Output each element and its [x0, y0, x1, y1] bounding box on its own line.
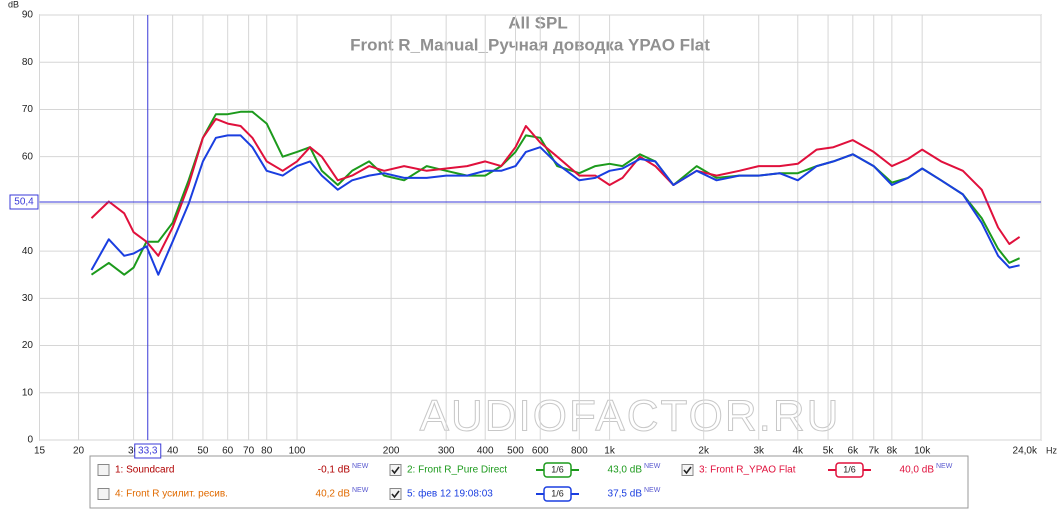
y-tick-label: 70 — [22, 104, 34, 115]
checkbox[interactable] — [389, 488, 402, 500]
cursor-y-box — [9, 194, 39, 210]
x-axis-label: Hz — [1046, 445, 1057, 455]
x-tick-label: 20 — [73, 446, 85, 457]
x-tick-label: 300 — [438, 446, 455, 457]
smoothing-box[interactable] — [543, 486, 572, 502]
smoothing-label: 1/6 — [551, 464, 564, 474]
chart-title: All SPL — [508, 13, 568, 32]
x-tick-label: 100 — [289, 446, 306, 457]
x-tick-label: 60 — [222, 446, 234, 457]
checkmark — [391, 466, 400, 475]
checkmark — [683, 466, 692, 475]
cursor-x-label: 33,3 — [138, 446, 158, 457]
x-tick-label: 200 — [383, 446, 400, 457]
x-tick-label: 80 — [261, 446, 273, 457]
x-tick-label: 5k — [823, 446, 835, 457]
y-tick-label: 10 — [22, 387, 34, 398]
legend-level: -0,1 dB — [318, 465, 351, 476]
y-axis-label: dB — [8, 0, 19, 9]
smoothing-label: 1/6 — [843, 464, 856, 474]
x-tick-label: 24,0k — [1013, 446, 1038, 457]
x-tick-label: 2k — [698, 446, 710, 457]
x-tick-label: 30 — [128, 446, 140, 457]
smoothing-box[interactable] — [543, 462, 572, 478]
x-tick-label: 40 — [167, 446, 179, 457]
legend-label: 1: Soundcard — [115, 465, 175, 476]
series-line — [90, 134, 1020, 276]
x-tick-label: 8k — [887, 446, 899, 457]
legend-tag: NEW — [352, 487, 369, 494]
legend-level: 37,5 dB — [608, 489, 643, 500]
x-tick-label: 4k — [792, 446, 804, 457]
cursor-x-box — [134, 443, 162, 459]
legend-tag: NEW — [936, 463, 953, 470]
y-tick-label: 20 — [22, 340, 34, 351]
x-tick-label: 15 — [34, 446, 46, 457]
legend-level: 40,2 dB — [316, 489, 351, 500]
x-tick-label: 1k — [604, 446, 616, 457]
x-tick-label: 7k — [868, 446, 880, 457]
checkbox[interactable] — [97, 464, 110, 476]
checkbox[interactable] — [389, 464, 402, 476]
legend-label: 5: фев 12 19:08:03 — [407, 488, 493, 500]
y-tick-label: 80 — [22, 57, 34, 68]
x-tick-label: 800 — [571, 446, 588, 457]
watermark: AUDIOFACTOR.RU — [420, 392, 841, 441]
checkbox[interactable] — [681, 464, 694, 476]
chart-subtitle: Front R_Manual_Ручная доводка YPAO Flat — [350, 35, 710, 54]
x-tick-label: 10k — [914, 446, 931, 457]
legend-level: 40,0 dB — [900, 465, 935, 476]
x-tick-label: 500 — [507, 446, 524, 457]
checkbox[interactable] — [97, 488, 110, 500]
legend-label: 2: Front R_Pure Direct — [407, 465, 507, 476]
x-tick-label: 400 — [477, 446, 494, 457]
legend-tag: NEW — [352, 463, 369, 470]
x-tick-label: 70 — [243, 446, 255, 457]
smoothing-label: 1/6 — [551, 488, 564, 498]
y-tick-label: 30 — [22, 293, 34, 304]
x-tick-label: 600 — [532, 446, 549, 457]
series-line — [90, 117, 1021, 257]
legend-box — [89, 455, 969, 509]
legend-label: 4: Front R усилит. ресив. — [115, 489, 228, 500]
smoothing-box[interactable] — [835, 462, 864, 478]
legend-tag: NEW — [644, 463, 661, 470]
y-tick-label: 0 — [27, 435, 33, 446]
x-tick-label: 3k — [753, 446, 765, 457]
y-tick-label: 40 — [22, 246, 34, 257]
x-tick-label: 50 — [197, 446, 209, 457]
legend-level: 43,0 dB — [608, 465, 643, 476]
checkmark — [391, 490, 400, 499]
x-tick-label: 6k — [848, 446, 860, 457]
y-tick-label: 60 — [22, 151, 34, 162]
legend-label: 3: Front R_YPAO Flat — [699, 465, 796, 476]
cursor-y-label: 50,4 — [14, 197, 34, 208]
y-tick-label: 90 — [22, 10, 34, 21]
legend-tag: NEW — [644, 487, 661, 494]
